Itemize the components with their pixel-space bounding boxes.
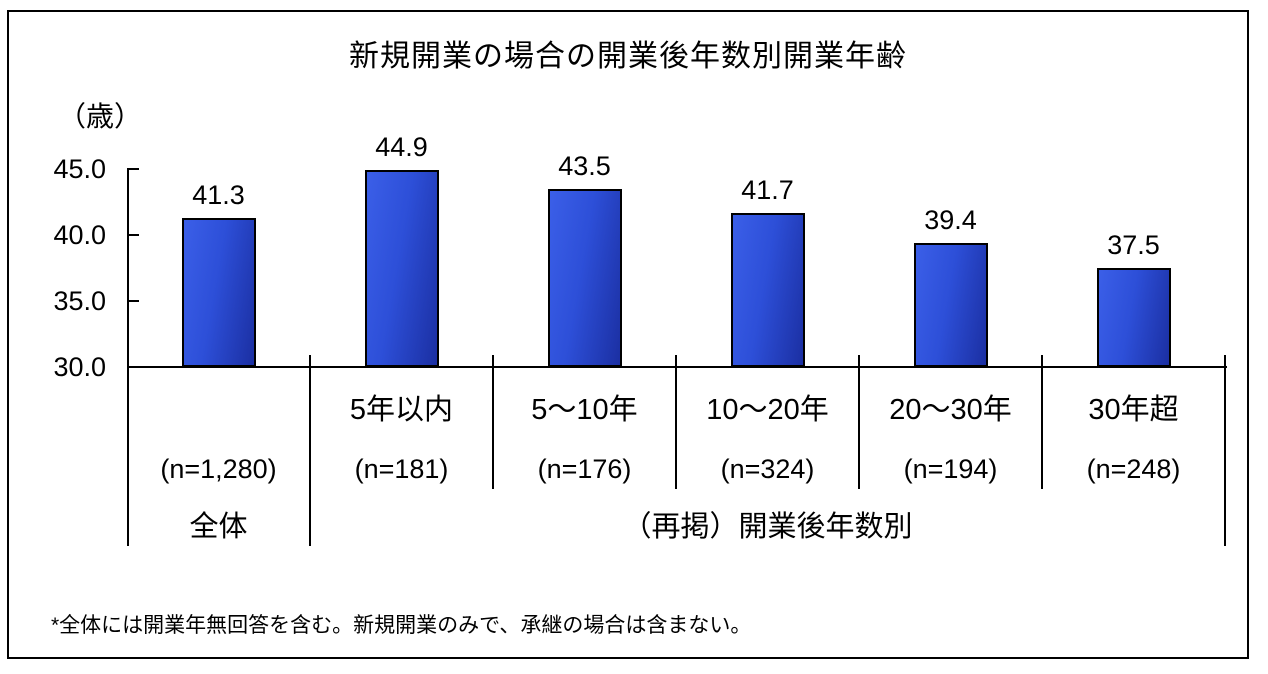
bar-value-label: 39.4 xyxy=(924,204,977,235)
bar xyxy=(913,242,988,367)
category-label: 5年以内 xyxy=(349,394,454,426)
bar xyxy=(364,170,439,367)
chart-title: 新規開業の場合の開業後年数別開業年齢 xyxy=(349,40,907,73)
bar-value-label: 41.7 xyxy=(741,174,794,205)
sample-size-label: (n=181) xyxy=(354,454,449,484)
y-tick xyxy=(127,168,139,170)
bar-value-label: 41.3 xyxy=(192,179,245,210)
bar-value-label: 37.5 xyxy=(1107,230,1160,260)
category-label: 20～30年 xyxy=(889,394,1012,426)
sample-size-label: (n=194) xyxy=(903,454,998,484)
category-label: 5～10年 xyxy=(531,394,638,426)
y-tick-label: 45.0 xyxy=(53,154,106,184)
bar xyxy=(181,217,256,367)
footnote: *全体には開業年無回答を含む。新規開業のみで、承継の場合は含まない。 xyxy=(51,614,752,637)
bar xyxy=(730,212,805,367)
sample-size-label: (n=1,280) xyxy=(160,454,277,484)
category-label: 30年超 xyxy=(1088,394,1179,426)
y-axis-unit-label: （歳） xyxy=(58,101,143,132)
y-axis-line xyxy=(127,169,129,546)
bar xyxy=(547,188,622,367)
category-divider xyxy=(309,355,311,546)
sample-size-label: (n=248) xyxy=(1086,454,1181,484)
category-divider xyxy=(1224,355,1226,546)
category-divider xyxy=(492,355,494,489)
bar xyxy=(1096,268,1171,367)
y-tick xyxy=(127,300,139,302)
x-axis-line xyxy=(127,366,1227,368)
category-divider xyxy=(858,355,860,489)
bar-value-label: 43.5 xyxy=(558,150,611,181)
group-label-years: （再掲）開業後年数別 xyxy=(622,511,913,543)
y-tick xyxy=(127,234,139,236)
y-tick-label: 30.0 xyxy=(53,352,106,382)
y-tick-label: 40.0 xyxy=(53,220,106,250)
group-label-overall: 全体 xyxy=(189,511,248,543)
category-label: 10～20年 xyxy=(706,394,829,426)
y-tick-label: 35.0 xyxy=(53,286,106,316)
sample-size-label: (n=324) xyxy=(720,454,815,484)
category-divider xyxy=(1041,355,1043,489)
sample-size-label: (n=176) xyxy=(537,454,632,484)
category-divider xyxy=(675,355,677,489)
bar-value-label: 44.9 xyxy=(375,132,428,163)
